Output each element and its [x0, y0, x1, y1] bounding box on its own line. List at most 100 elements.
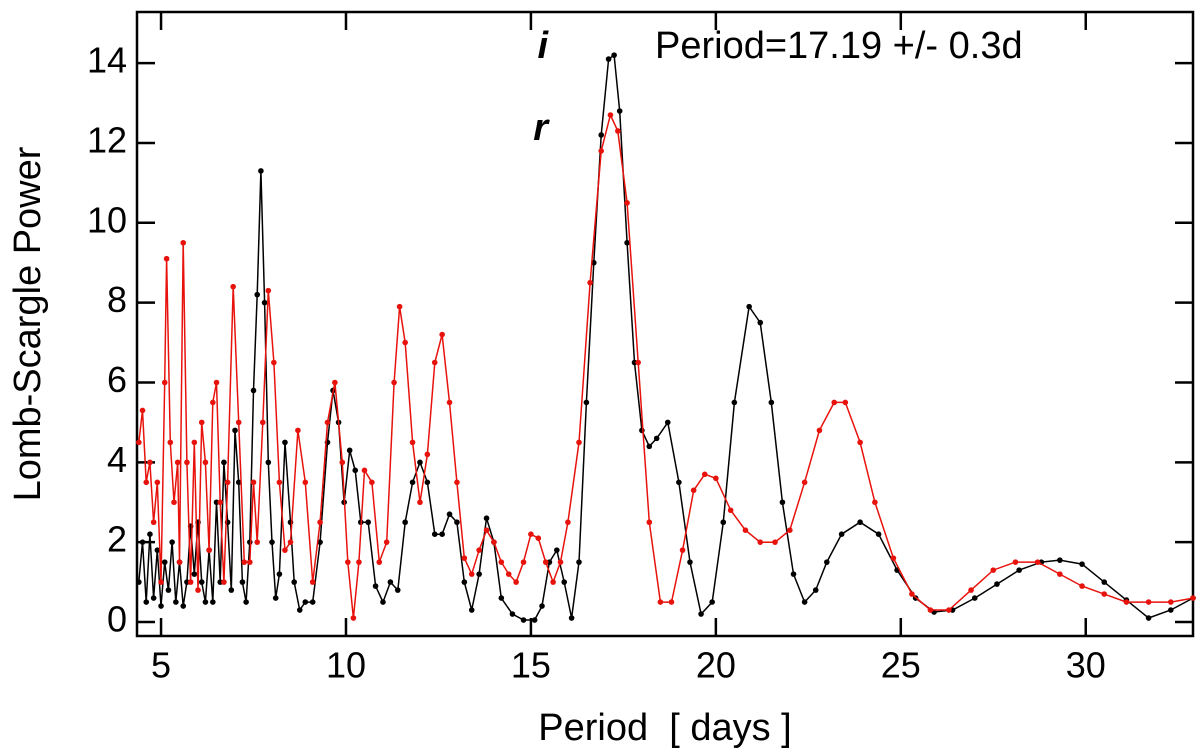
data-point — [372, 583, 379, 589]
data-point — [657, 599, 664, 605]
data-point — [542, 559, 549, 565]
data-point — [239, 579, 246, 585]
data-point — [250, 479, 257, 486]
data-point — [994, 581, 1000, 587]
data-point — [1079, 583, 1085, 589]
data-point — [454, 519, 460, 526]
x-tick-label: 30 — [1066, 645, 1106, 686]
data-point — [576, 559, 582, 565]
data-point — [409, 439, 416, 446]
data-point — [713, 475, 719, 482]
data-point — [173, 599, 179, 605]
data-point — [709, 599, 715, 605]
data-point — [276, 571, 283, 577]
data-point — [191, 439, 198, 446]
legend-label: i — [537, 25, 549, 67]
data-point — [701, 471, 708, 478]
data-point — [380, 599, 386, 605]
data-point — [350, 615, 357, 621]
x-tick-label: 25 — [881, 645, 921, 686]
data-point — [498, 595, 505, 601]
data-point — [276, 479, 283, 486]
data-point — [295, 427, 301, 434]
data-point — [431, 531, 438, 537]
data-point — [746, 303, 752, 310]
data-point — [598, 132, 604, 138]
data-point — [779, 499, 786, 506]
data-point — [909, 591, 915, 597]
data-point — [676, 479, 682, 486]
data-point — [287, 539, 294, 545]
data-point — [176, 559, 183, 565]
data-point — [468, 607, 475, 613]
data-point — [417, 499, 423, 506]
data-point — [838, 531, 845, 537]
data-point — [679, 547, 686, 553]
data-point — [742, 527, 749, 534]
data-point — [169, 539, 175, 545]
data-point — [646, 519, 653, 526]
data-point — [247, 539, 253, 545]
data-point — [513, 579, 519, 585]
data-point — [690, 487, 697, 494]
data-point — [468, 571, 475, 577]
data-point — [816, 427, 823, 434]
data-point — [282, 439, 288, 446]
data-point — [831, 399, 838, 406]
data-point — [324, 419, 331, 426]
data-point — [154, 479, 161, 486]
x-tick-label: 15 — [511, 645, 551, 686]
data-point — [927, 607, 934, 613]
data-point — [346, 447, 353, 454]
x-tick-label: 10 — [326, 645, 366, 686]
data-point — [365, 519, 371, 526]
data-point — [757, 319, 764, 326]
data-point — [259, 419, 266, 426]
data-point — [1012, 559, 1019, 565]
data-point — [509, 611, 516, 617]
data-point — [228, 587, 235, 593]
data-point — [1168, 599, 1174, 605]
data-point — [387, 579, 394, 585]
y-tick-label: 12 — [87, 119, 127, 160]
data-point — [136, 579, 142, 585]
data-point — [158, 603, 164, 609]
data-point — [356, 559, 362, 565]
data-point — [550, 579, 556, 585]
data-point — [790, 571, 797, 577]
data-point — [664, 419, 671, 426]
data-point — [461, 555, 468, 561]
data-point — [583, 399, 590, 406]
data-point — [890, 555, 897, 561]
data-point — [1057, 571, 1063, 577]
data-point — [221, 459, 227, 466]
data-point — [361, 467, 368, 474]
data-point — [383, 539, 390, 545]
data-point — [875, 531, 882, 537]
data-point — [554, 547, 560, 553]
data-point — [727, 507, 734, 514]
data-point — [167, 439, 174, 446]
data-point — [824, 559, 830, 565]
data-point — [271, 359, 277, 366]
data-point — [317, 539, 323, 545]
data-point — [345, 559, 351, 565]
data-point — [339, 459, 346, 466]
data-point — [210, 399, 216, 406]
data-point — [520, 559, 527, 565]
plot-frame — [135, 10, 1195, 638]
y-tick-label: 14 — [87, 40, 127, 81]
data-point — [639, 427, 645, 434]
data-point — [565, 519, 571, 526]
data-point — [607, 112, 614, 118]
data-point — [857, 519, 863, 526]
x-tick-label: 5 — [151, 645, 171, 686]
data-point — [232, 427, 238, 434]
data-point — [731, 399, 738, 406]
x-tick-label: 20 — [696, 645, 736, 686]
data-point — [872, 499, 878, 506]
y-tick-label: 0 — [107, 599, 127, 640]
data-point — [198, 419, 205, 426]
data-point — [191, 571, 198, 577]
